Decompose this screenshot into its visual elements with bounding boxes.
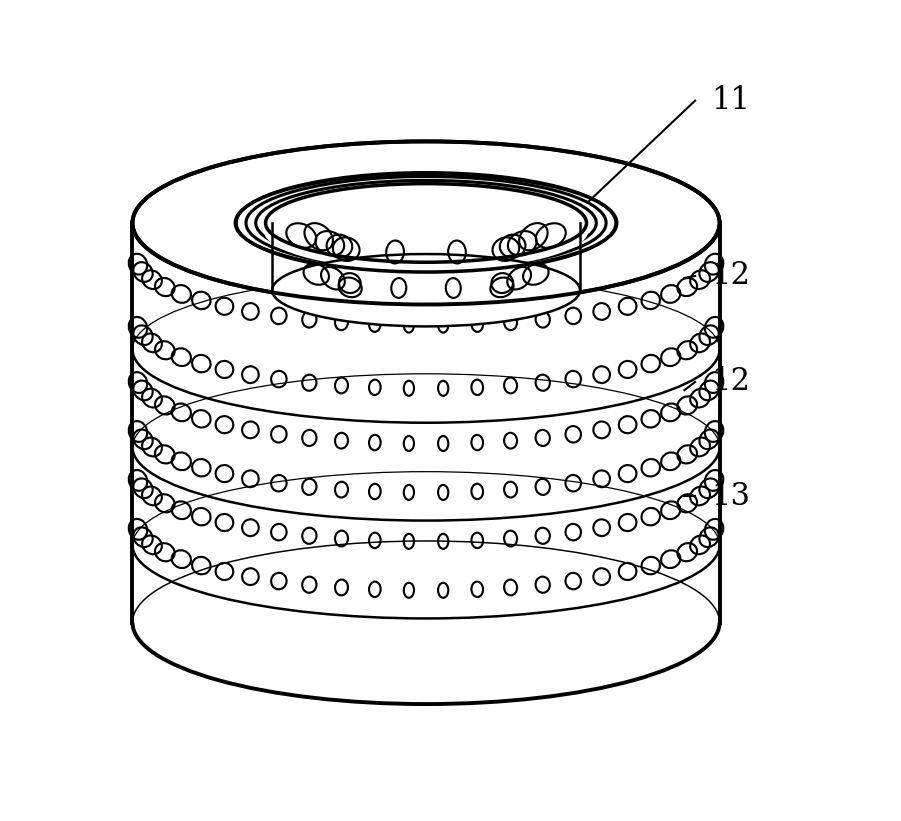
Text: 13: 13 (712, 480, 751, 511)
Ellipse shape (272, 254, 580, 327)
Text: 12: 12 (712, 366, 751, 397)
Text: 11: 11 (712, 85, 751, 116)
Ellipse shape (264, 192, 588, 270)
Ellipse shape (132, 141, 720, 305)
Text: 12: 12 (712, 260, 751, 291)
